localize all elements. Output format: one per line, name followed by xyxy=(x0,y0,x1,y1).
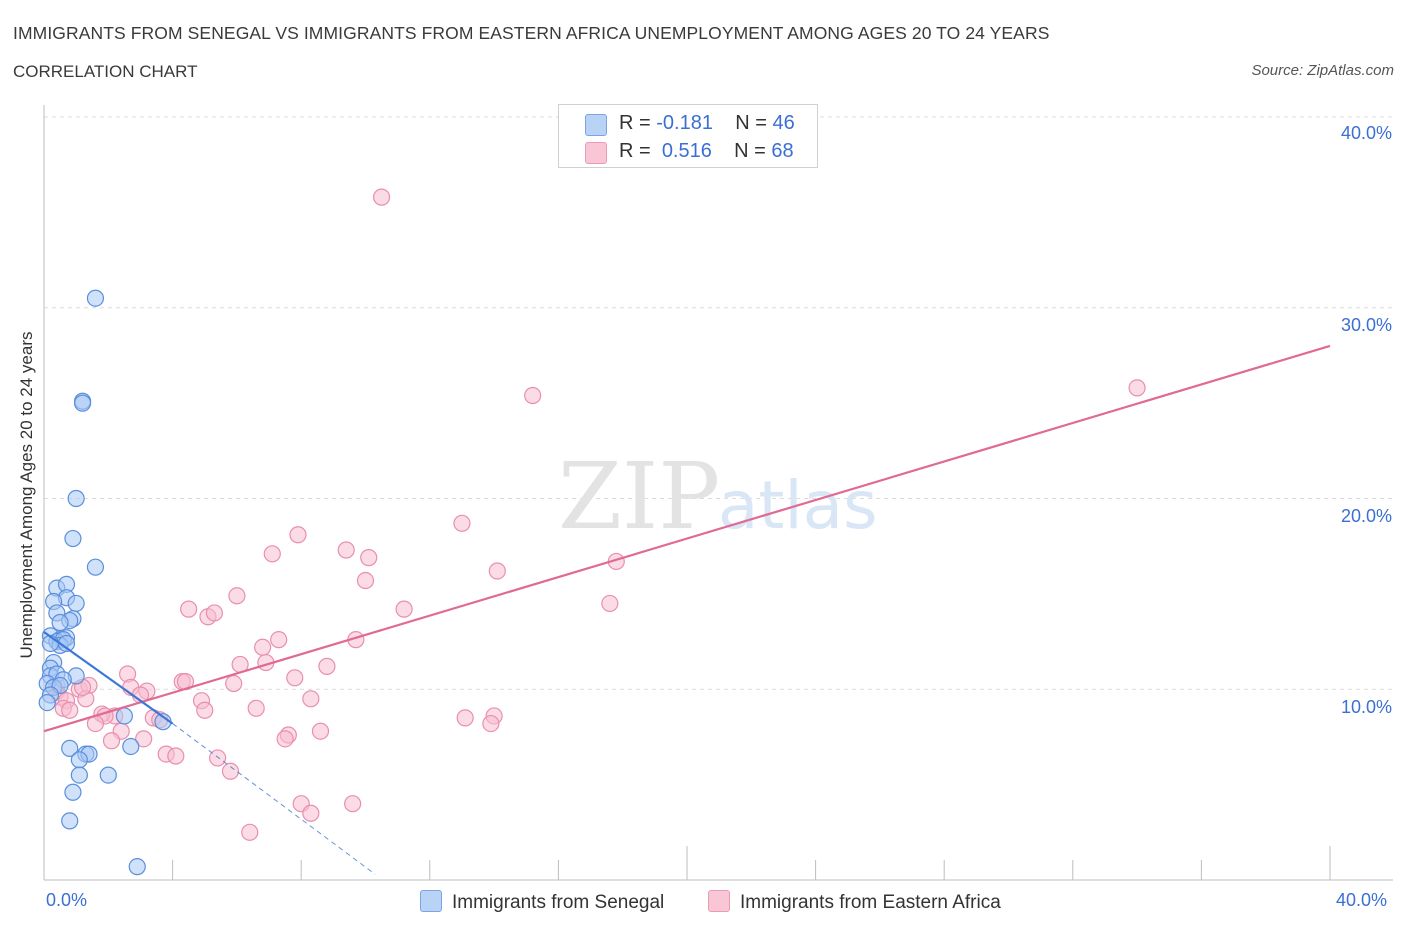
n-value: 46 xyxy=(772,112,795,134)
eastern-africa-point xyxy=(372,188,391,206)
correlation-legend: R = -0.181 N = 46 R = 0.516 N = 68 xyxy=(558,104,818,168)
y-axis-label: Unemployment Among Ages 20 to 24 years xyxy=(17,331,36,659)
chart-title: IMMIGRANTS FROM SENEGAL VS IMMIGRANTS FR… xyxy=(13,23,1050,43)
eastern-africa-point xyxy=(311,722,330,740)
eastern-africa-point xyxy=(1128,379,1146,397)
senegal-point xyxy=(70,751,88,769)
eastern-africa-point xyxy=(302,690,320,708)
senegal-point xyxy=(73,394,92,412)
r-label: R = xyxy=(619,140,651,162)
eastern-africa-point xyxy=(289,526,307,544)
eastern-africa-point xyxy=(344,795,362,813)
bottom-legend-senegal[interactable]: Immigrants from Senegal xyxy=(420,890,664,914)
legend-swatch-senegal xyxy=(420,890,442,912)
n-label: N = xyxy=(734,140,766,162)
y-tick-label: 40.0% xyxy=(1340,123,1392,143)
eastern-africa-point xyxy=(263,545,281,563)
eastern-africa-point xyxy=(453,514,471,532)
r-value: -0.181 xyxy=(656,112,713,134)
r-label: R = xyxy=(619,112,651,134)
trend-lines xyxy=(43,344,1331,875)
eastern-africa-point xyxy=(524,386,542,405)
r-value: 0.516 xyxy=(661,140,712,162)
bottom-legend-eastern-africa[interactable]: Immigrants from Eastern Africa xyxy=(708,890,1001,914)
senegal-trend-line xyxy=(43,631,174,725)
eastern-africa-point xyxy=(456,709,474,727)
eastern-africa-point xyxy=(221,762,240,780)
eastern-africa-point xyxy=(241,823,259,841)
n-value: 68 xyxy=(771,140,794,162)
senegal-trend-extension xyxy=(172,723,376,875)
eastern-africa-point xyxy=(286,669,304,687)
x-tick-label: 0.0% xyxy=(46,890,88,910)
eastern-africa-point xyxy=(247,699,265,717)
eastern-africa-point xyxy=(180,600,198,618)
eastern-africa-point xyxy=(205,604,223,622)
legend-swatch-senegal xyxy=(585,114,607,136)
watermark: ZIP atlas xyxy=(558,443,878,550)
legend-label-eastern-africa: Immigrants from Eastern Africa xyxy=(740,892,1001,913)
senegal-point xyxy=(51,613,69,632)
eastern-africa-points xyxy=(48,188,1146,841)
senegal-point xyxy=(67,489,85,508)
eastern-africa-point xyxy=(135,730,153,748)
senegal-point xyxy=(61,812,79,830)
eastern-africa-point xyxy=(196,701,214,719)
x-tick-label: 40.0% xyxy=(1336,890,1388,910)
senegal-point xyxy=(122,737,140,756)
eastern-africa-point xyxy=(276,730,294,748)
gridlines xyxy=(44,116,1393,690)
eastern-africa-point xyxy=(318,657,336,675)
senegal-point xyxy=(64,529,82,548)
eastern-africa-point xyxy=(102,732,121,750)
axes xyxy=(43,105,1393,881)
chart-subtitle: CORRELATION CHART xyxy=(13,62,198,81)
eastern-africa-point xyxy=(254,638,272,656)
senegal-point xyxy=(115,707,133,725)
eastern-africa-point xyxy=(225,674,243,693)
eastern-africa-point xyxy=(209,749,227,767)
eastern-africa-point xyxy=(270,631,288,649)
y-tick-label: 20.0% xyxy=(1340,506,1392,526)
eastern-africa-point xyxy=(167,747,185,765)
senegal-point xyxy=(67,594,85,613)
eastern-africa-point xyxy=(302,804,320,822)
source-credit: Source: ZipAtlas.com xyxy=(1251,62,1394,79)
eastern-africa-point xyxy=(228,587,246,605)
eastern-africa-point xyxy=(356,571,375,590)
n-label: N = xyxy=(735,112,767,134)
eastern-africa-point xyxy=(601,594,619,613)
senegal-point xyxy=(70,766,88,784)
senegal-point xyxy=(64,783,82,801)
legend-label-senegal: Immigrants from Senegal xyxy=(452,892,665,913)
y-tick-label: 10.0% xyxy=(1340,697,1392,717)
senegal-point xyxy=(99,766,117,784)
eastern-africa-point xyxy=(488,562,506,580)
legend-swatch-eastern-africa xyxy=(708,890,730,912)
eastern-africa-trend-line xyxy=(43,344,1331,733)
eastern-africa-point xyxy=(337,541,355,559)
senegal-point xyxy=(86,558,105,576)
eastern-africa-point xyxy=(395,600,413,618)
senegal-point xyxy=(86,289,105,307)
senegal-points xyxy=(38,289,172,876)
senegal-point xyxy=(38,694,56,712)
watermark-zip: ZIP xyxy=(558,443,720,550)
legend-swatch-eastern-africa xyxy=(585,142,607,164)
senegal-point xyxy=(61,739,79,757)
senegal-point xyxy=(128,858,146,876)
eastern-africa-point xyxy=(61,701,79,719)
y-tick-label: 30.0% xyxy=(1340,315,1392,335)
eastern-africa-point xyxy=(482,714,500,733)
eastern-africa-point xyxy=(360,549,378,567)
